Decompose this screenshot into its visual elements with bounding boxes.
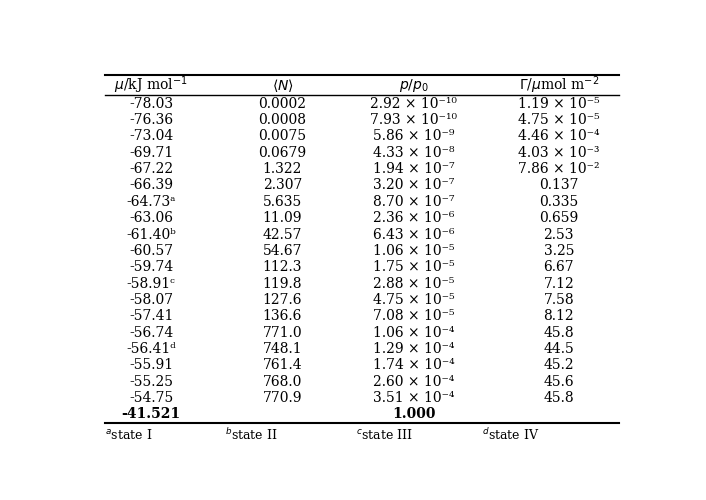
Text: 748.1: 748.1: [263, 342, 302, 356]
Text: 54.67: 54.67: [263, 244, 302, 258]
Text: 7.12: 7.12: [544, 276, 574, 290]
Text: 770.9: 770.9: [263, 391, 302, 405]
Text: 3.20 × 10⁻⁷: 3.20 × 10⁻⁷: [373, 178, 455, 192]
Text: -63.06: -63.06: [129, 211, 173, 225]
Text: $p/p_0$: $p/p_0$: [399, 76, 429, 94]
Text: 119.8: 119.8: [263, 276, 302, 290]
Text: 2.53: 2.53: [544, 228, 574, 241]
Text: $^a$state I: $^a$state I: [104, 428, 152, 442]
Text: 0.335: 0.335: [539, 195, 578, 209]
Text: 3.25: 3.25: [544, 244, 574, 258]
Text: -58.91ᶜ: -58.91ᶜ: [127, 276, 176, 290]
Text: -60.57: -60.57: [129, 244, 173, 258]
Text: 8.12: 8.12: [544, 310, 574, 324]
Text: 1.75 × 10⁻⁵: 1.75 × 10⁻⁵: [373, 260, 455, 274]
Text: 4.46 × 10⁻⁴: 4.46 × 10⁻⁴: [518, 130, 599, 143]
Text: -69.71: -69.71: [129, 146, 173, 160]
Text: -76.36: -76.36: [129, 113, 173, 127]
Text: -58.07: -58.07: [129, 293, 173, 307]
Text: 0.0075: 0.0075: [258, 130, 306, 143]
Text: $^d$state IV: $^d$state IV: [482, 427, 539, 443]
Text: 0.137: 0.137: [539, 178, 578, 192]
Text: 1.322: 1.322: [263, 162, 302, 176]
Text: 1.06 × 10⁻⁵: 1.06 × 10⁻⁵: [373, 244, 455, 258]
Text: 2.36 × 10⁻⁶: 2.36 × 10⁻⁶: [373, 211, 455, 225]
Text: 112.3: 112.3: [263, 260, 302, 274]
Text: 127.6: 127.6: [263, 293, 302, 307]
Text: $^c$state III: $^c$state III: [357, 428, 413, 442]
Text: 771.0: 771.0: [263, 326, 302, 340]
Text: 7.86 × 10⁻²: 7.86 × 10⁻²: [518, 162, 599, 176]
Text: 5.635: 5.635: [263, 195, 302, 209]
Text: -56.74: -56.74: [129, 326, 173, 340]
Text: 45.2: 45.2: [544, 358, 574, 372]
Text: -59.74: -59.74: [129, 260, 173, 274]
Text: 11.09: 11.09: [263, 211, 302, 225]
Text: 1.000: 1.000: [392, 408, 436, 422]
Text: 6.43 × 10⁻⁶: 6.43 × 10⁻⁶: [373, 228, 455, 241]
Text: 42.57: 42.57: [263, 228, 302, 241]
Text: 4.75 × 10⁻⁵: 4.75 × 10⁻⁵: [518, 113, 599, 127]
Text: -56.41ᵈ: -56.41ᵈ: [126, 342, 176, 356]
Text: -54.75: -54.75: [129, 391, 173, 405]
Text: 7.93 × 10⁻¹⁰: 7.93 × 10⁻¹⁰: [371, 113, 457, 127]
Text: -64.73ᵃ: -64.73ᵃ: [126, 195, 176, 209]
Text: 5.86 × 10⁻⁹: 5.86 × 10⁻⁹: [373, 130, 455, 143]
Text: 3.51 × 10⁻⁴: 3.51 × 10⁻⁴: [373, 391, 455, 405]
Text: 1.19 × 10⁻⁵: 1.19 × 10⁻⁵: [518, 96, 599, 110]
Text: -67.22: -67.22: [129, 162, 173, 176]
Text: $^b$state II: $^b$state II: [225, 427, 277, 443]
Text: 1.74 × 10⁻⁴: 1.74 × 10⁻⁴: [373, 358, 455, 372]
Text: $\langle N\rangle$: $\langle N\rangle$: [272, 76, 294, 94]
Text: 2.92 × 10⁻¹⁰: 2.92 × 10⁻¹⁰: [371, 96, 457, 110]
Text: -73.04: -73.04: [129, 130, 173, 143]
Text: 136.6: 136.6: [263, 310, 302, 324]
Text: 45.8: 45.8: [544, 391, 574, 405]
Text: $\mathit{\Gamma}$/$\mu$mol m$^{-2}$: $\mathit{\Gamma}$/$\mu$mol m$^{-2}$: [519, 74, 599, 96]
Text: 1.94 × 10⁻⁷: 1.94 × 10⁻⁷: [373, 162, 455, 176]
Text: 6.67: 6.67: [544, 260, 574, 274]
Text: 1.29 × 10⁻⁴: 1.29 × 10⁻⁴: [373, 342, 455, 356]
Text: 4.03 × 10⁻³: 4.03 × 10⁻³: [518, 146, 599, 160]
Text: 4.33 × 10⁻⁸: 4.33 × 10⁻⁸: [373, 146, 455, 160]
Text: -66.39: -66.39: [129, 178, 173, 192]
Text: 44.5: 44.5: [544, 342, 574, 356]
Text: -55.25: -55.25: [129, 375, 173, 389]
Text: 2.60 × 10⁻⁴: 2.60 × 10⁻⁴: [373, 375, 455, 389]
Text: 45.6: 45.6: [544, 375, 574, 389]
Text: 7.08 × 10⁻⁵: 7.08 × 10⁻⁵: [373, 310, 455, 324]
Text: -61.40ᵇ: -61.40ᵇ: [126, 228, 176, 241]
Text: -57.41: -57.41: [129, 310, 174, 324]
Text: 0.0008: 0.0008: [258, 113, 306, 127]
Text: 45.8: 45.8: [544, 326, 574, 340]
Text: 1.06 × 10⁻⁴: 1.06 × 10⁻⁴: [373, 326, 455, 340]
Text: -41.521: -41.521: [121, 408, 181, 422]
Text: 7.58: 7.58: [544, 293, 574, 307]
Text: 2.307: 2.307: [263, 178, 302, 192]
Text: 761.4: 761.4: [263, 358, 302, 372]
Text: 0.659: 0.659: [539, 211, 578, 225]
Text: 0.0679: 0.0679: [258, 146, 306, 160]
Text: 768.0: 768.0: [263, 375, 302, 389]
Text: 0.0002: 0.0002: [258, 96, 306, 110]
Text: 8.70 × 10⁻⁷: 8.70 × 10⁻⁷: [373, 195, 455, 209]
Text: 4.75 × 10⁻⁵: 4.75 × 10⁻⁵: [373, 293, 455, 307]
Text: 2.88 × 10⁻⁵: 2.88 × 10⁻⁵: [373, 276, 455, 290]
Text: -55.91: -55.91: [129, 358, 173, 372]
Text: $\mu$/kJ mol$^{-1}$: $\mu$/kJ mol$^{-1}$: [114, 74, 188, 96]
Text: -78.03: -78.03: [129, 96, 173, 110]
